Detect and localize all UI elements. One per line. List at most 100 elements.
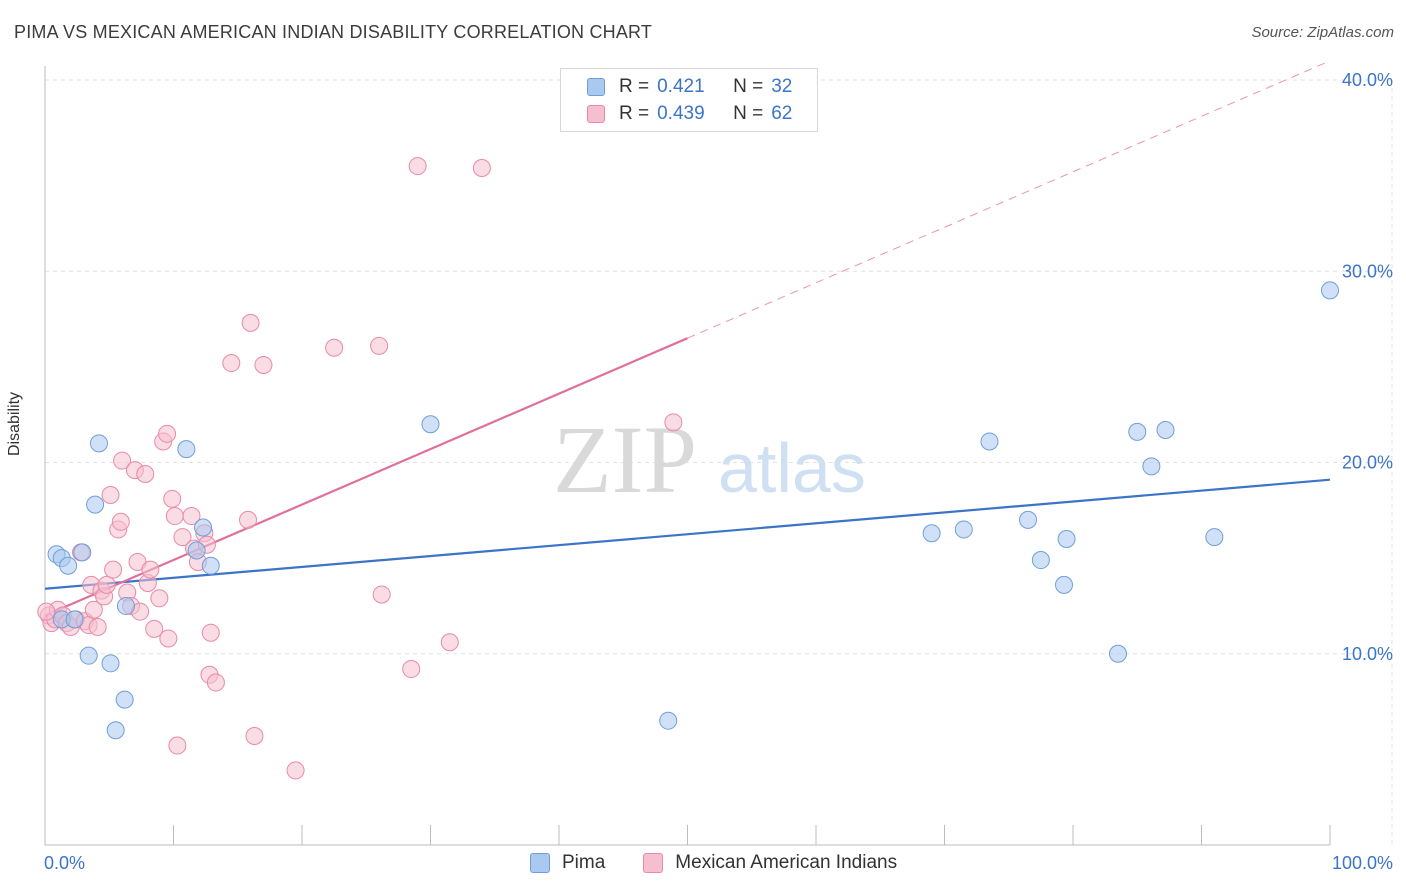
- data-point-mexican: [165, 507, 184, 526]
- correlation-legend: R = 0.421 N = 32 R = 0.439 N = 62: [560, 68, 818, 132]
- data-point-mexican: [150, 589, 169, 608]
- data-point-mexican: [168, 736, 187, 755]
- data-point-pima: [101, 654, 120, 673]
- data-point-mexican: [241, 313, 260, 332]
- data-point-mexican: [245, 726, 264, 745]
- data-point-pima: [116, 596, 135, 615]
- legend-r-value: 0.421: [657, 76, 705, 97]
- legend-r-label: R =: [619, 103, 650, 124]
- series-legend-item-mexican[interactable]: Mexican American Indians: [643, 852, 897, 874]
- data-point-pima: [65, 610, 84, 629]
- legend-n-value: 62: [771, 103, 793, 124]
- data-point-mexican: [664, 413, 683, 432]
- data-point-pima: [1031, 551, 1050, 570]
- data-point-mexican: [159, 629, 178, 648]
- data-point-pima: [1128, 422, 1147, 441]
- legend-n-value: 32: [771, 76, 793, 97]
- series-legend-item-pima[interactable]: Pima: [530, 852, 605, 874]
- data-point-mexican: [136, 464, 155, 483]
- data-point-mexican: [440, 633, 459, 652]
- legend-swatch-mexican: [587, 105, 605, 123]
- gridlines: [45, 79, 1393, 845]
- data-point-pima: [980, 432, 999, 451]
- data-point-pima: [59, 556, 78, 575]
- y-axis-label: Disability: [6, 391, 23, 456]
- data-point-pima: [187, 541, 206, 560]
- data-point-pima: [922, 524, 941, 543]
- data-point-pima: [1019, 510, 1038, 529]
- y-tick-label: 20.0%: [1342, 453, 1393, 473]
- data-point-pima: [177, 440, 196, 459]
- data-point-pima: [954, 520, 973, 539]
- data-point-mexican: [104, 560, 123, 579]
- series-legend-swatch-pima: [530, 853, 550, 873]
- y-tick-label: 40.0%: [1342, 70, 1393, 90]
- axes: [44, 66, 1331, 846]
- data-point-mexican: [173, 528, 192, 547]
- data-point-mexican: [113, 451, 132, 470]
- data-point-mexican: [201, 623, 220, 642]
- data-point-pima: [1156, 420, 1175, 439]
- data-point-pima: [86, 495, 105, 514]
- data-point-mexican: [402, 660, 421, 679]
- series-legend: Pima Mexican American Indians: [530, 852, 935, 874]
- data-point-pima: [1142, 457, 1161, 476]
- data-point-mexican: [254, 355, 273, 374]
- data-point-mexican: [145, 619, 164, 638]
- series-legend-label: Pima: [562, 852, 606, 873]
- trendlines: [44, 60, 1331, 617]
- data-point-pima: [89, 434, 108, 453]
- data-point-mexican: [97, 575, 116, 594]
- legend-swatch-pima: [587, 78, 605, 96]
- legend-n-label: N =: [733, 76, 764, 97]
- data-point-mexican: [408, 157, 427, 176]
- data-point-mexican: [472, 158, 491, 177]
- data-point-mexican: [206, 673, 225, 692]
- legend-row-mexican: R = 0.439 N = 62: [587, 102, 792, 126]
- data-point-mexican: [370, 336, 389, 355]
- data-point-mexican: [84, 600, 103, 619]
- legend-n-label: N =: [733, 103, 764, 124]
- trendline-mexican-extension: [687, 60, 1331, 339]
- x-tick-label: 0.0%: [44, 853, 85, 873]
- data-point-pima: [194, 518, 213, 537]
- data-point-mexican: [158, 424, 177, 443]
- data-point-pima: [421, 415, 440, 434]
- data-point-mexican: [239, 510, 258, 529]
- source-label: Source: ZipAtlas.com: [1251, 24, 1394, 41]
- data-point-pima: [659, 711, 678, 730]
- data-point-pima: [73, 543, 92, 562]
- data-point-pima: [1205, 528, 1224, 547]
- series-legend-label: Mexican American Indians: [675, 852, 898, 873]
- data-point-mexican: [101, 486, 120, 505]
- data-point-mexican: [141, 560, 160, 579]
- data-point-mexican: [182, 507, 201, 526]
- data-point-mexican: [286, 761, 305, 780]
- data-point-pima: [106, 721, 125, 740]
- data-point-mexican: [372, 585, 391, 604]
- data-point-mexican: [88, 617, 107, 636]
- data-point-pima: [1055, 575, 1074, 594]
- data-point-pima: [201, 556, 220, 575]
- series-legend-swatch-mexican: [643, 853, 664, 873]
- legend-row-pima: R = 0.421 N = 32: [587, 75, 792, 99]
- data-point-pima: [79, 646, 98, 665]
- watermark: ZIP atlas: [553, 406, 866, 513]
- legend-r-label: R =: [619, 76, 650, 97]
- y-tick-label: 30.0%: [1342, 261, 1393, 281]
- chart-title: PIMA VS MEXICAN AMERICAN INDIAN DISABILI…: [14, 22, 653, 42]
- data-point-mexican: [111, 512, 130, 531]
- data-point-pima: [115, 690, 134, 709]
- data-point-mexican: [222, 354, 241, 373]
- trendline-pima: [44, 478, 1331, 590]
- x-tick-label: 100.0%: [1332, 853, 1393, 873]
- tick-labels: 10.0% 20.0% 30.0% 40.0% 0.0% 100.0%: [44, 70, 1393, 873]
- watermark-atlas: atlas: [718, 429, 866, 507]
- y-tick-label: 10.0%: [1342, 644, 1393, 664]
- data-point-pima: [1108, 644, 1127, 663]
- points-pima: [47, 281, 1339, 740]
- data-point-mexican: [163, 489, 182, 508]
- legend-r-value: 0.439: [657, 103, 705, 124]
- data-point-mexican: [325, 338, 344, 357]
